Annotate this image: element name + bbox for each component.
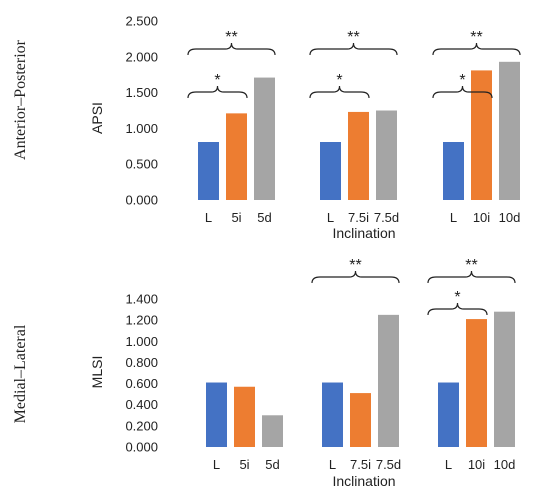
significance-marker: *	[454, 289, 460, 306]
x-category-label: L	[445, 457, 452, 472]
significance-marker: **	[465, 257, 477, 274]
significance-brace	[309, 42, 398, 56]
y-tick-label: 1.200	[125, 313, 158, 328]
significance-brace	[432, 42, 521, 56]
bar-10d	[494, 311, 515, 447]
x-category-label: 7.5i	[348, 210, 369, 225]
y-tick-label: 1.000	[125, 121, 158, 136]
significance-brace	[187, 85, 248, 99]
x-category-label: 5d	[265, 457, 279, 472]
significance-marker: **	[470, 29, 482, 46]
bar-10i	[471, 70, 492, 201]
significance-brace	[427, 270, 516, 284]
y-tick-label: 0.400	[125, 397, 158, 412]
bar-5d	[254, 77, 275, 200]
x-category-label: L	[450, 210, 457, 225]
y-tick-label: 0.200	[125, 418, 158, 433]
x-category-label: L	[205, 210, 212, 225]
row-label-medial-lateral: Medial–Lateral	[12, 324, 29, 423]
y-tick-label: 1.000	[125, 334, 158, 349]
y-tick-label: 0.600	[125, 376, 158, 391]
bar-7_5d	[378, 314, 399, 447]
y-tick-label: 2.500	[125, 14, 158, 29]
bar-5i	[234, 386, 255, 447]
apsi-y-axis-title: APSI	[89, 102, 105, 134]
x-category-label: 10i	[468, 457, 485, 472]
bar-L	[198, 142, 219, 200]
significance-marker: **	[349, 257, 361, 274]
x-category-label: L	[213, 457, 220, 472]
bar-L	[443, 142, 464, 200]
bar-7_5i	[348, 111, 369, 200]
bar-L	[438, 382, 459, 447]
bar-L	[320, 142, 341, 200]
mlsi-chart: 0.000 0.200 0.400 0.600 0.800 1.000 1.200 1.400…	[125, 257, 516, 472]
significance-brace	[309, 85, 370, 99]
x-category-label: 7.5i	[350, 457, 371, 472]
bar-10i	[466, 319, 487, 447]
x-category-label: 10i	[473, 210, 490, 225]
bar-L	[206, 382, 227, 447]
significance-brace	[187, 42, 276, 56]
apsi-x-axis-title: Inclination	[332, 225, 395, 241]
x-category-label: 5i	[239, 457, 249, 472]
significance-marker: *	[459, 72, 465, 89]
bar-5i	[226, 113, 247, 200]
significance-marker: **	[347, 29, 359, 46]
significance-brace	[311, 270, 400, 284]
x-category-label: 10d	[499, 210, 521, 225]
mlsi-y-axis-title: MLSI	[89, 356, 105, 389]
x-category-label: 7.5d	[374, 210, 399, 225]
significance-brace	[432, 85, 493, 99]
y-tick-label: 0.000	[125, 193, 158, 208]
bar-7_5d	[376, 110, 397, 200]
significance-marker: *	[336, 72, 342, 89]
y-tick-label: 0.800	[125, 355, 158, 370]
y-tick-label: 0.500	[125, 157, 158, 172]
significance-brace	[427, 302, 488, 316]
x-category-label: L	[329, 457, 336, 472]
row-label-anterior-posterior: Anterior–Posterior	[12, 39, 29, 160]
x-category-label: 5d	[257, 210, 271, 225]
y-tick-label: 0.000	[125, 440, 158, 455]
bar-L	[322, 382, 343, 447]
y-tick-label: 1.500	[125, 85, 158, 100]
x-category-label: 10d	[494, 457, 516, 472]
significance-marker: *	[214, 72, 220, 89]
x-category-label: L	[327, 210, 334, 225]
y-tick-label: 2.000	[125, 49, 158, 64]
x-category-label: 5i	[231, 210, 241, 225]
mlsi-x-axis-title: Inclination	[332, 473, 395, 489]
significance-marker: **	[225, 29, 237, 46]
x-category-label: 7.5d	[376, 457, 401, 472]
y-tick-label: 1.400	[125, 292, 158, 307]
bar-7_5i	[350, 393, 371, 447]
bar-5d	[262, 415, 283, 447]
bar-10d	[499, 61, 520, 201]
